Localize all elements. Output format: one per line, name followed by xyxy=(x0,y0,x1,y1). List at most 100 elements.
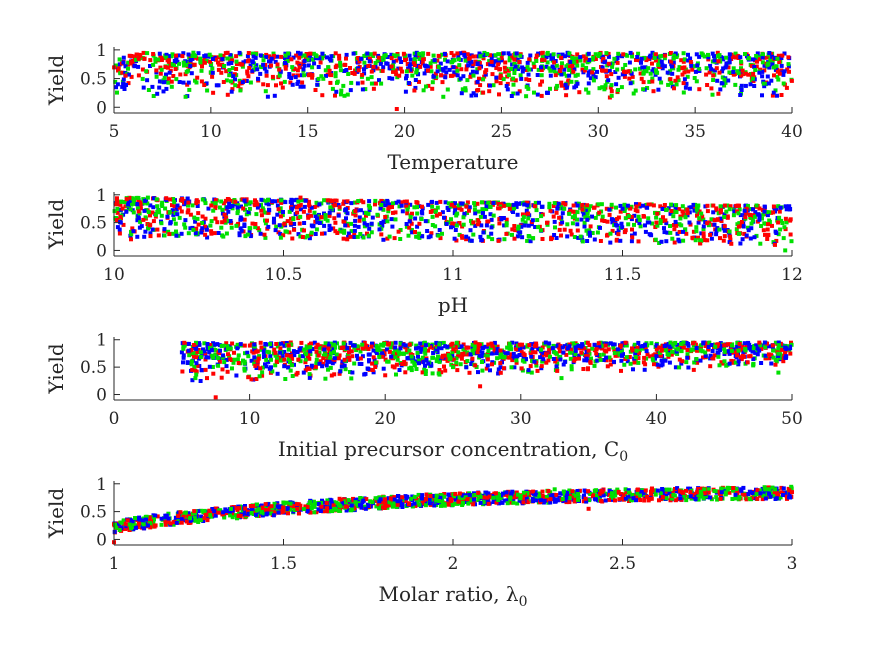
scatter-point xyxy=(779,485,784,490)
scatter-point xyxy=(382,349,387,354)
scatter-point xyxy=(750,76,755,81)
scatter-point xyxy=(703,204,708,209)
scatter-point xyxy=(258,64,263,69)
scatter-point xyxy=(252,344,257,349)
scatter-point xyxy=(162,75,167,80)
y-axis-label: Yield xyxy=(44,343,68,394)
scatter-point xyxy=(436,354,440,359)
scatter-point xyxy=(714,206,719,211)
scatter-point xyxy=(115,206,120,211)
scatter-point xyxy=(437,228,442,232)
scatter-point xyxy=(548,53,553,58)
scatter-point xyxy=(377,352,382,357)
scatter-point xyxy=(480,207,485,212)
scatter-point xyxy=(295,210,300,215)
scatter-point xyxy=(679,349,684,354)
scatter-point xyxy=(214,83,219,88)
scatter-point xyxy=(582,358,587,363)
series-2-point xyxy=(145,195,150,200)
scatter-point xyxy=(593,57,598,61)
scatter-point xyxy=(234,59,239,64)
scatter-point xyxy=(784,207,789,212)
scatter-point xyxy=(770,343,775,348)
scatter-point xyxy=(650,221,655,226)
scatter-point xyxy=(256,76,260,81)
scatter-point xyxy=(299,340,304,345)
scatter-point xyxy=(237,78,242,83)
scatter-point xyxy=(768,210,773,215)
scatter-point xyxy=(530,346,535,351)
scatter-point xyxy=(532,343,537,348)
scatter-point xyxy=(721,66,726,71)
scatter-point xyxy=(761,81,766,86)
scatter-point xyxy=(415,350,420,355)
scatter-point xyxy=(470,345,475,350)
scatter-point xyxy=(190,203,195,208)
scatter-point xyxy=(559,55,564,60)
scatter-point xyxy=(124,209,129,214)
scatter-point xyxy=(776,351,781,356)
scatter-point xyxy=(432,58,437,63)
scatter-point xyxy=(630,346,634,351)
scatter-point xyxy=(428,345,433,350)
scatter-point xyxy=(217,62,222,67)
scatter-point xyxy=(372,357,377,362)
scatter-point xyxy=(634,202,638,207)
scatter-point xyxy=(657,76,662,81)
scatter-point xyxy=(318,359,323,364)
scatter-point xyxy=(218,348,222,353)
scatter-point xyxy=(709,217,714,222)
scatter-point xyxy=(263,62,268,67)
scatter-point xyxy=(505,87,510,92)
scatter-point xyxy=(459,234,464,239)
scatter-point xyxy=(560,220,565,225)
y-tick-label: 0.5 xyxy=(80,358,107,378)
scatter-point xyxy=(660,63,665,68)
scatter-point xyxy=(421,360,426,365)
scatter-point xyxy=(207,364,212,369)
scatter-point xyxy=(220,355,225,360)
scatter-point xyxy=(193,231,198,236)
scatter-point xyxy=(241,206,246,211)
scatter-point xyxy=(465,359,470,363)
scatter-point xyxy=(269,357,273,362)
scatter-point xyxy=(592,363,597,368)
scatter-point xyxy=(159,58,164,62)
scatter-point xyxy=(324,73,328,78)
scatter-point xyxy=(649,233,654,238)
scatter-point xyxy=(575,52,580,57)
scatter-point xyxy=(151,62,156,67)
scatter-point xyxy=(325,359,330,364)
scatter-point xyxy=(556,343,560,348)
scatter-point xyxy=(715,50,720,55)
scatter-point xyxy=(778,205,783,210)
scatter-point xyxy=(656,62,661,67)
scatter-point xyxy=(215,342,220,347)
scatter-point xyxy=(760,55,765,60)
scatter-point xyxy=(544,360,549,365)
scatter-point xyxy=(357,218,362,223)
scatter-point xyxy=(659,358,664,363)
scatter-point xyxy=(517,89,522,94)
scatter-point xyxy=(454,223,459,228)
scatter-point xyxy=(521,351,526,356)
scatter-point xyxy=(475,222,480,227)
scatter-point xyxy=(524,200,529,205)
scatter-point xyxy=(236,361,241,365)
scatter-point xyxy=(210,200,215,205)
scatter-point xyxy=(520,358,525,363)
scatter-point xyxy=(282,350,287,354)
scatter-point xyxy=(342,199,347,204)
scatter-point xyxy=(121,82,126,87)
scatter-point xyxy=(663,348,668,353)
scatter-point xyxy=(255,67,260,72)
scatter-point xyxy=(735,353,740,358)
scatter-point xyxy=(698,238,703,243)
scatter-point xyxy=(723,65,728,70)
scatter-point xyxy=(136,195,141,200)
x-tick-label: 25 xyxy=(491,122,513,142)
scatter-point xyxy=(259,345,264,350)
scatter-point xyxy=(694,79,699,84)
scatter-point xyxy=(195,216,200,221)
scatter-point xyxy=(254,377,259,381)
